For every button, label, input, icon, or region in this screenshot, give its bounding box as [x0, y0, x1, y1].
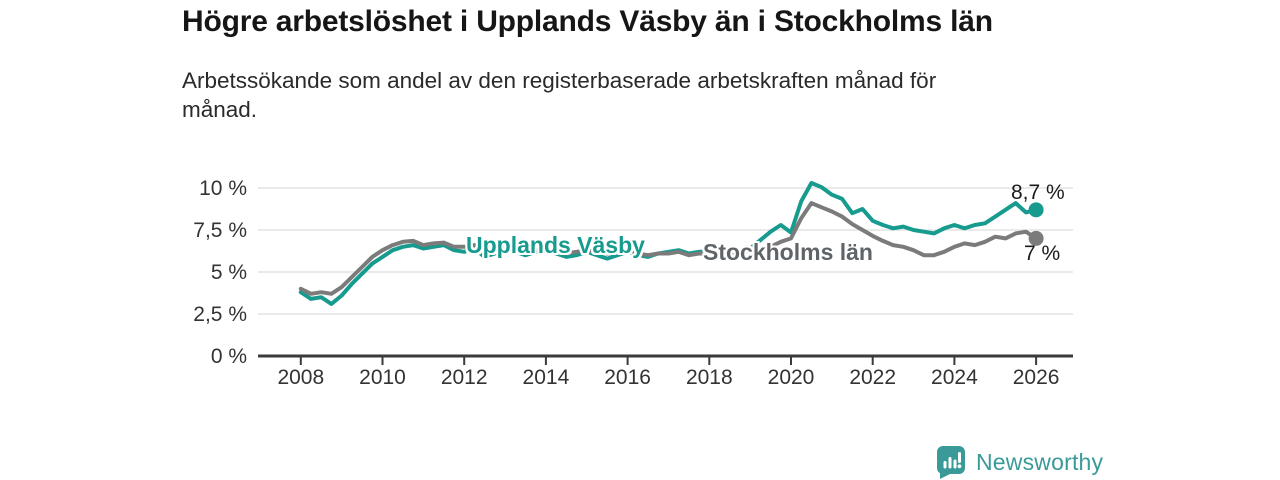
y-axis-tick-label: 7,5 %	[193, 219, 247, 242]
x-axis-tick-label: 2016	[604, 366, 651, 389]
chart-subtitle: Arbetssökande som andel av den registerb…	[182, 68, 937, 122]
x-axis-tick-label: 2014	[523, 366, 570, 389]
x-axis-tick-label: 2026	[1013, 366, 1060, 389]
newsworthy-brand: Newsworthy	[936, 445, 1103, 480]
x-axis-tick-label: 2024	[931, 366, 978, 389]
series-end-dot-stockholms_lan	[1028, 230, 1044, 246]
series-label-upplands-vasby: Upplands Väsby	[466, 232, 645, 258]
x-axis-tick-label: 2020	[768, 366, 815, 389]
y-axis-tick-label: 0 %	[211, 345, 247, 368]
series-end-dot-upplands_vasby	[1028, 202, 1044, 218]
end-value-stockholms-lan: 7 %	[1024, 242, 1061, 265]
x-axis-tick-label: 2018	[686, 366, 733, 389]
x-axis-tick-label: 2008	[277, 366, 324, 389]
x-axis-tick-label: 2022	[849, 366, 896, 389]
series-line-stockholms_lan	[298, 201, 1039, 296]
x-axis-tick-label: 2010	[359, 366, 406, 389]
y-axis-tick-label: 2,5 %	[193, 303, 247, 326]
end-value-upplands-vasby: 8,7 %	[1011, 181, 1065, 204]
y-axis-tick-label: 10 %	[199, 177, 247, 200]
series-line-upplands_vasby	[298, 181, 1039, 306]
chart-title: Högre arbetslöshet i Upplands Väsby än i…	[182, 5, 993, 38]
newsworthy-logo-icon	[937, 446, 965, 479]
y-axis-tick-label: 5 %	[211, 261, 247, 284]
x-axis-tick-label: 2012	[441, 366, 488, 389]
series-label-stockholms-lan: Stockholms län	[703, 239, 873, 265]
newsworthy-wordmark: Newsworthy	[976, 449, 1104, 475]
